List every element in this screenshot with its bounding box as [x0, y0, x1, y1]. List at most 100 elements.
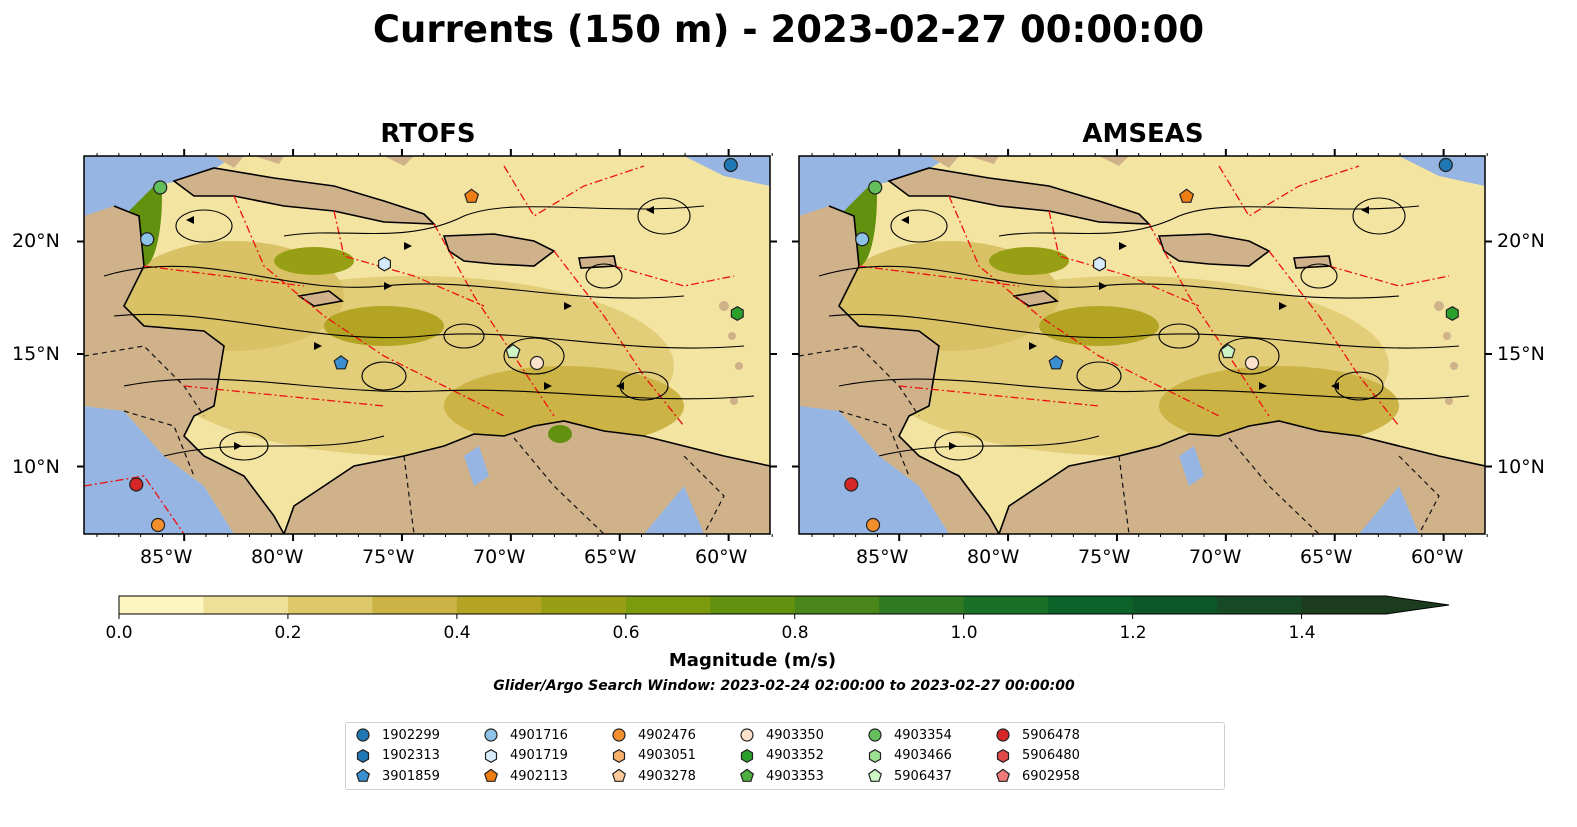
lon-label-65w-left: 65°W: [584, 546, 637, 568]
platform-markers: [129, 157, 1459, 533]
platform-marker-5906437: [1220, 343, 1236, 359]
legend-label: 4903354: [894, 727, 952, 743]
legend-label: 4903278: [638, 768, 696, 784]
colorbar-tick-5: 1.0: [950, 623, 978, 643]
lon-label-70w-right: 70°W: [1189, 546, 1242, 568]
legend-marker-icon: [739, 768, 755, 782]
legend-marker-4903466: [868, 748, 882, 763]
colorbar-bin: [541, 596, 627, 614]
colorbar-bin: [372, 596, 458, 614]
platform-marker-3901859: [1048, 355, 1064, 370]
legend-label: 4903466: [894, 748, 952, 763]
lon-label-80w-right: 80°W: [967, 546, 1020, 568]
lat-label-10n-right: 10°N: [1497, 456, 1545, 478]
legend-label: 5906480: [1022, 748, 1080, 763]
colorbar-tick-4: 0.8: [781, 623, 809, 643]
colorbar-bin: [625, 596, 711, 614]
platform-marker-5906478: [129, 477, 144, 492]
colorbar-tick-7: 1.4: [1288, 623, 1316, 643]
legend-item-1902299: 1902299: [354, 725, 440, 745]
legend-marker-4903350: [740, 728, 754, 742]
platform-marker-5906478: [844, 477, 859, 492]
legend-item-3901859: 3901859: [354, 766, 440, 786]
legend-label: 5906478: [1022, 727, 1080, 743]
legend-marker-icon: [612, 728, 626, 742]
legend-label: 4902476: [638, 727, 696, 743]
legend-item-4903354: 4903354: [866, 725, 952, 745]
rtofs-map: [83, 155, 771, 535]
colorbar-tick-0: 0.0: [105, 623, 133, 643]
panel-title-amseas: AMSEAS: [1082, 119, 1204, 149]
colorbar-tick-3: 0.6: [612, 623, 640, 643]
legend-item-5906437: 5906437: [866, 766, 952, 786]
legend-label: 1902313: [382, 748, 440, 763]
legend-marker-4903354: [868, 728, 882, 742]
legend-marker-icon: [483, 768, 499, 782]
legend-marker-4902113: [483, 768, 499, 782]
legend-item-4903352: 4903352: [738, 746, 824, 766]
colorbar-bin: [1048, 596, 1134, 614]
legend-item-4901719: 4901719: [482, 746, 568, 766]
colorbar-bin: [710, 596, 796, 614]
legend-marker-4903278: [611, 768, 627, 782]
colorbar-bin: [1132, 596, 1218, 614]
legend-label: 6902958: [1022, 768, 1080, 784]
legend-label: 4901719: [510, 748, 568, 763]
colorbar-bin: [456, 596, 542, 614]
legend-marker-4903051: [612, 748, 626, 763]
platform-marker-4901716: [855, 232, 870, 247]
legend-item-4903278: 4903278: [610, 766, 696, 786]
legend-marker-icon: [996, 728, 1010, 742]
legend-item-4901716: 4901716: [482, 725, 568, 745]
legend-marker-5906437: [867, 768, 883, 782]
lat-label-15n-right: 15°N: [1497, 343, 1545, 365]
lon-label-60w-right: 60°W: [1411, 546, 1464, 568]
colorbar-bin: [794, 596, 880, 614]
legend-marker-4901716: [484, 728, 498, 742]
search-window-caption: Glider/Argo Search Window: 2023-02-24 02…: [493, 678, 1075, 694]
legend-label: 4903051: [638, 748, 696, 763]
legend-item-4903466: 4903466: [866, 746, 952, 766]
legend-label: 1902299: [382, 727, 440, 743]
platform-marker-4903352: [1445, 306, 1459, 321]
legend-marker-5906478: [996, 728, 1010, 742]
lon-label-70w-left: 70°W: [473, 546, 526, 568]
colorbar-tick-1: 0.2: [274, 623, 302, 643]
panel-title-rtofs: RTOFS: [380, 119, 476, 149]
colorbar-bin: [1217, 596, 1303, 614]
main-title: Currents (150 m) - 2023-02-27 00:00:00: [372, 8, 1205, 51]
legend-marker-3901859: [355, 768, 371, 782]
legend-marker-icon: [355, 768, 371, 782]
platform-marker-4902476: [865, 517, 881, 533]
legend-item-4902113: 4902113: [482, 766, 568, 786]
colorbar: [118, 595, 1450, 619]
platform-marker-4901719: [1092, 256, 1107, 272]
legend-item-5906478: 5906478: [994, 725, 1080, 745]
legend-marker-1902313: [356, 748, 370, 763]
platform-marker-4903350: [529, 355, 545, 371]
platform-marker-4903354: [868, 180, 883, 195]
legend-label: 3901859: [382, 768, 440, 784]
platform-marker-5906437: [505, 343, 521, 359]
legend-marker-icon: [867, 768, 883, 782]
platform-marker-4903350: [1244, 355, 1260, 371]
legend-marker-4902476: [612, 728, 626, 742]
legend-marker-icon: [868, 728, 882, 742]
legend-label: 5906437: [894, 768, 952, 784]
legend-marker-6902958: [995, 768, 1011, 782]
colorbar-title: Magnitude (m/s): [668, 650, 837, 671]
legend-item-5906480: 5906480: [994, 746, 1080, 766]
colorbar-tick-6: 1.2: [1119, 623, 1147, 643]
legend-label: 4902113: [510, 768, 568, 784]
legend-marker-icon: [611, 768, 627, 782]
legend-marker-1902299: [356, 728, 370, 742]
legend-item-4903350: 4903350: [738, 725, 824, 745]
legend-item-4903353: 4903353: [738, 766, 824, 786]
platform-marker-4902476: [150, 517, 166, 533]
axis-ticks: [77, 149, 1492, 541]
colorbar-bin: [119, 596, 205, 614]
lon-label-60w-left: 60°W: [695, 546, 748, 568]
lat-label-10n-left: 10°N: [12, 456, 60, 478]
platform-marker-4902113: [1179, 188, 1195, 203]
legend-label: 4903353: [766, 768, 824, 784]
